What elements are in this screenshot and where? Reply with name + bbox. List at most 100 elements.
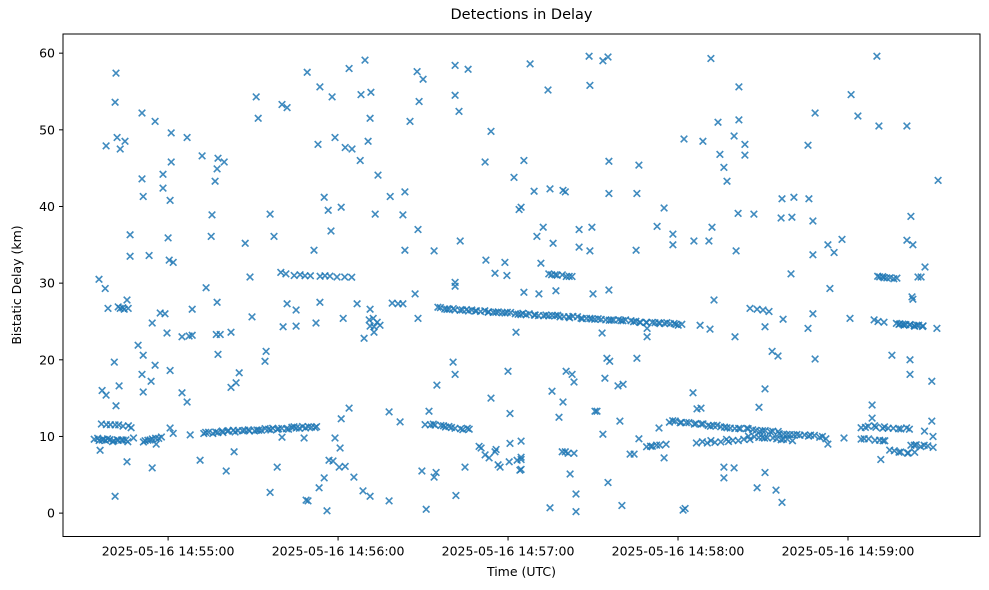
scatter-marker-x — [491, 308, 500, 317]
scatter-marker-x — [544, 86, 552, 94]
scatter-marker-x — [551, 270, 560, 279]
scatter-marker-x — [169, 429, 178, 438]
scatter-marker-x — [811, 109, 819, 117]
scatter-marker-x — [196, 456, 204, 465]
scatter-marker-x — [868, 401, 876, 409]
scatter-marker-x — [761, 385, 769, 393]
scatter-marker-x — [312, 422, 321, 431]
scatter-marker-x — [169, 258, 178, 267]
scatter-marker-x — [840, 434, 848, 442]
scatter-marker-x — [653, 222, 661, 231]
scatter-marker-x — [401, 246, 409, 255]
scatter-marker-x — [96, 446, 104, 455]
scatter-marker-x — [914, 273, 922, 281]
scatter-marker-x — [506, 439, 514, 448]
y-tick-label: 40 — [39, 199, 55, 214]
scatter-marker-x — [465, 425, 474, 434]
scatter-marker-x — [868, 414, 876, 422]
scatter-marker-x — [755, 403, 763, 412]
scatter-marker-x — [506, 409, 514, 418]
scatter-marker-x — [227, 328, 235, 337]
scatter-marker-x — [374, 171, 382, 179]
scatter-marker-x — [419, 75, 427, 84]
scatter-marker-x — [166, 196, 174, 205]
scatter-marker-x — [662, 440, 670, 449]
scatter-marker-x — [912, 440, 921, 449]
scatter-marker-x — [720, 463, 728, 471]
scatter-marker-x — [589, 290, 597, 298]
scatter-marker-x — [788, 436, 797, 445]
scatter-marker-x — [345, 404, 353, 412]
scatter-marker-x — [761, 322, 769, 331]
scatter-marker-x — [376, 321, 384, 330]
scatter-marker-x — [669, 230, 677, 238]
scatter-marker-x — [496, 463, 504, 471]
scatter-marker-x — [341, 462, 350, 471]
scatter-marker-x — [716, 438, 725, 446]
scatter-marker-x — [539, 223, 548, 232]
scatter-marker-x — [211, 428, 220, 436]
scatter-marker-x — [324, 206, 333, 215]
scatter-marker-x — [824, 240, 832, 249]
scatter-marker-x — [333, 273, 341, 281]
scatter-marker-x — [671, 417, 680, 425]
scatter-marker-x — [920, 427, 929, 435]
scatter-marker-x — [697, 420, 706, 428]
scatter-marker-x — [585, 52, 593, 61]
y-tick-label: 30 — [39, 276, 55, 291]
scatter-marker-x — [530, 187, 538, 196]
scatter-marker-x — [104, 304, 112, 313]
scatter-marker-x — [111, 98, 119, 107]
scatter-marker-x — [734, 424, 743, 433]
scatter-marker-x — [487, 127, 495, 136]
scatter-marker-x — [248, 313, 256, 321]
scatter-marker-x — [148, 319, 157, 327]
scatter-marker-x — [339, 314, 348, 323]
scatter-marker-x — [159, 170, 167, 179]
scatter-marker-x — [616, 417, 624, 425]
scatter-marker-x — [731, 332, 739, 341]
scatter-marker-x — [432, 468, 440, 477]
scatter-marker-x — [605, 286, 613, 294]
scatter-marker-x — [535, 290, 543, 298]
scatter-marker-x — [599, 56, 607, 65]
scatter-marker-x — [588, 223, 596, 232]
scatter-marker-x — [138, 370, 146, 379]
scatter-marker-x — [562, 272, 571, 281]
scatter-marker-x — [681, 504, 689, 513]
scatter-marker-x — [123, 457, 131, 466]
scatter-marker-x — [102, 142, 110, 150]
scatter-marker-x — [252, 93, 261, 101]
scatter-marker-x — [422, 505, 431, 514]
scatter-marker-x — [477, 444, 485, 452]
scatter-marker-x — [401, 188, 409, 196]
scatter-marker-x — [146, 436, 154, 444]
scatter-marker-x — [336, 444, 344, 452]
scatter-marker-x — [481, 158, 489, 166]
y-tick-label: 0 — [47, 506, 55, 521]
scatter-marker-x — [558, 271, 567, 279]
scatter-marker-x — [927, 377, 936, 386]
scatter-marker-x — [699, 137, 707, 146]
x-tick-label: 2025-05-16 14:55:00 — [102, 544, 235, 559]
scatter-marker-x — [183, 398, 191, 406]
scatter-marker-x — [934, 176, 942, 185]
scatter-marker-x — [909, 295, 917, 304]
scatter-marker-x — [315, 483, 323, 492]
scatter-marker-x — [456, 237, 465, 245]
scatter-marker-x — [357, 90, 365, 99]
scatter-marker-x — [546, 503, 554, 512]
scatter-marker-x — [127, 423, 135, 432]
scatter-marker-x — [788, 213, 796, 222]
scatter-marker-x — [777, 435, 786, 444]
scatter-marker-x — [314, 140, 322, 149]
scatter-marker-x — [163, 329, 171, 337]
scatter-marker-x — [254, 426, 263, 435]
scatter-marker-x — [894, 424, 903, 433]
scatter-marker-x — [716, 150, 724, 159]
scatter-marker-x — [345, 64, 353, 73]
scatter-marker-x — [148, 464, 157, 472]
scatter-marker-x — [614, 382, 622, 390]
x-tick-label: 2025-05-16 14:58:00 — [612, 544, 745, 559]
scatter-marker-x — [216, 330, 225, 339]
